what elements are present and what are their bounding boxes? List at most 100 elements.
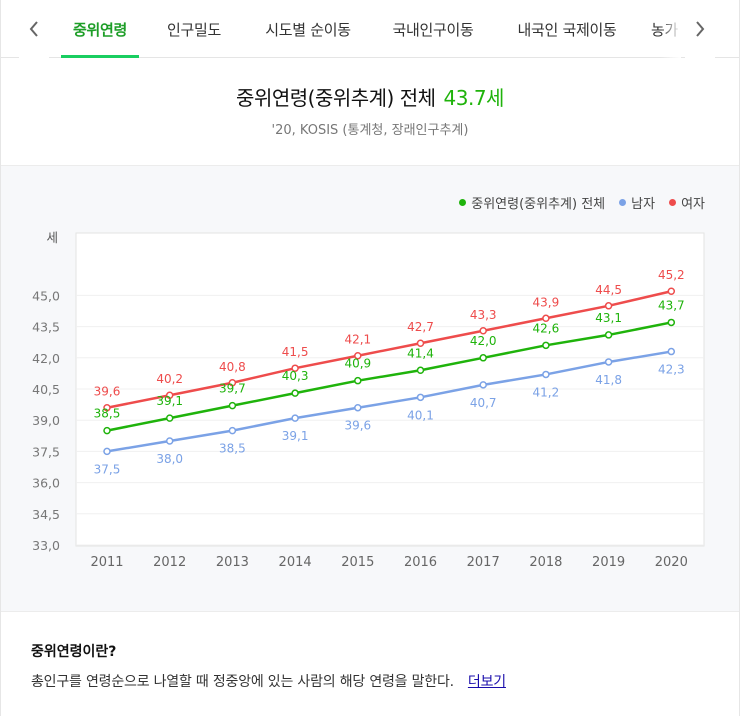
- more-link[interactable]: 더보기: [467, 674, 506, 690]
- data-label-total: 39,1: [156, 394, 183, 408]
- data-point-total: [165, 414, 174, 422]
- data-label-male: 39,1: [282, 429, 309, 443]
- data-label-total: 39,7: [219, 382, 246, 396]
- definition-title: 중위연령이란?: [31, 644, 117, 660]
- data-point-male: [416, 393, 425, 402]
- y-axis-unit: 세: [46, 230, 58, 245]
- data-label-male: 41,8: [595, 373, 622, 387]
- legend-item-female[interactable]: 여자: [669, 193, 705, 212]
- data-label-female: 42,1: [344, 333, 371, 347]
- page-title: 중위연령(중위추계) 전체 43.7세: [1, 82, 739, 111]
- data-point-total: [416, 366, 425, 375]
- x-tick-label: 2014: [279, 555, 312, 570]
- data-point-total: [228, 401, 237, 410]
- data-point-total: [103, 426, 111, 435]
- data-label-total: 41,4: [407, 346, 434, 360]
- y-tick-label: 42,0: [32, 351, 60, 366]
- data-point-male: [667, 347, 676, 356]
- data-point-male: [291, 414, 299, 422]
- title-text: 중위연령(중위추계) 전체: [236, 86, 436, 110]
- data-point-female: [667, 287, 676, 295]
- tab-international-migration[interactable]: 내국인 국제이동: [517, 20, 617, 39]
- data-point-male: [165, 437, 174, 445]
- series-line-female: [106, 290, 672, 409]
- data-point-female: [479, 327, 487, 335]
- tab-domestic-migration[interactable]: 국내인구이동: [392, 20, 474, 39]
- data-point-female: [604, 302, 613, 310]
- data-point-male: [103, 447, 111, 456]
- tab-list: 중위연령 인구밀도 시도별 순이동 국내인구이동 내국인 국제이동 농가: [59, 0, 681, 58]
- data-point-female: [291, 364, 299, 372]
- x-tick-label: 2015: [341, 555, 374, 570]
- y-tick-label: 36,0: [32, 476, 60, 491]
- tab-population-density[interactable]: 인구밀도: [166, 20, 221, 39]
- data-label-total: 42,0: [470, 334, 497, 348]
- y-tick-label: 45,0: [32, 288, 60, 303]
- data-label-female: 45,2: [658, 268, 685, 282]
- data-label-female: 40,8: [219, 360, 246, 374]
- y-tick-label: 34,5: [32, 507, 60, 522]
- legend-dot-female: [669, 199, 677, 206]
- y-tick-label: 33,0: [32, 538, 60, 553]
- data-label-female: 43,3: [470, 308, 497, 322]
- data-point-total: [291, 389, 299, 397]
- tabs-fade: [661, 0, 681, 58]
- source-caption: '20, KOSIS (통계청, 장래인구추계): [271, 123, 469, 138]
- legend-label-total: 중위연령(중위추계) 전체: [471, 197, 606, 212]
- x-tick-label: 2019: [592, 555, 625, 570]
- data-label-male: 37,5: [94, 462, 121, 476]
- data-point-female: [416, 339, 425, 347]
- data-label-total: 42,6: [533, 321, 560, 335]
- tab-bar: 중위연령 인구밀도 시도별 순이동 국내인구이동 내국인 국제이동 농가: [1, 0, 739, 58]
- data-label-total: 43,1: [595, 311, 622, 325]
- data-point-male: [604, 358, 613, 366]
- data-label-female: 41,5: [282, 345, 309, 359]
- y-tick-label: 37,5: [32, 444, 60, 459]
- data-label-female: 39,6: [94, 385, 121, 399]
- data-label-male: 42,3: [658, 363, 685, 377]
- data-label-male: 38,5: [219, 442, 246, 456]
- data-label-total: 38,5: [94, 407, 121, 421]
- data-point-female: [103, 403, 111, 412]
- data-label-male: 40,7: [470, 396, 497, 410]
- headline-value: 43.7세: [443, 86, 505, 110]
- data-label-male: 39,6: [344, 419, 371, 433]
- chevron-left-icon[interactable]: [19, 0, 49, 58]
- x-tick-label: 2012: [153, 555, 186, 570]
- data-label-female: 43,9: [533, 295, 560, 309]
- data-label-male: 38,0: [156, 452, 183, 466]
- x-tick-label: 2013: [216, 555, 249, 570]
- legend-item-total[interactable]: 중위연령(중위추계) 전체: [459, 193, 605, 212]
- data-label-total: 40,9: [344, 357, 371, 371]
- y-tick-label: 40,5: [32, 382, 60, 397]
- data-point-female: [542, 314, 550, 323]
- data-point-male: [228, 426, 237, 435]
- x-tick-label: 2020: [655, 555, 688, 570]
- data-label-male: 41,2: [533, 385, 560, 399]
- tab-median-age[interactable]: 중위연령: [61, 0, 139, 58]
- data-point-female: [354, 351, 362, 360]
- tab-regional-migration[interactable]: 시도별 순이동: [265, 20, 351, 39]
- data-point-male: [354, 403, 362, 412]
- chart-legend: 중위연령(중위추계) 전체 남자 여자: [459, 193, 705, 212]
- legend-dot-total: [459, 199, 467, 206]
- x-tick-label: 2018: [529, 555, 562, 570]
- definition-text: 총인구를 연령순으로 나열할 때 정중앙에 있는 사람의 해당 연령을 말한다.…: [31, 671, 506, 691]
- data-point-total: [354, 376, 362, 385]
- data-point-total: [667, 318, 676, 327]
- legend-label-male: 남자: [631, 197, 656, 212]
- chevron-right-icon[interactable]: [685, 0, 715, 58]
- data-point-male: [479, 381, 487, 389]
- x-tick-label: 2011: [90, 555, 123, 570]
- data-label-total: 40,3: [282, 369, 309, 383]
- x-tick-label: 2016: [404, 555, 437, 570]
- series-line-total: [106, 321, 672, 432]
- data-point-total: [479, 354, 487, 362]
- legend-item-male[interactable]: 남자: [619, 193, 655, 212]
- x-tick-label: 2017: [467, 555, 500, 570]
- data-point-female: [228, 379, 237, 387]
- data-point-total: [604, 331, 613, 339]
- data-point-female: [165, 391, 174, 399]
- y-tick-label: 43,5: [32, 320, 60, 335]
